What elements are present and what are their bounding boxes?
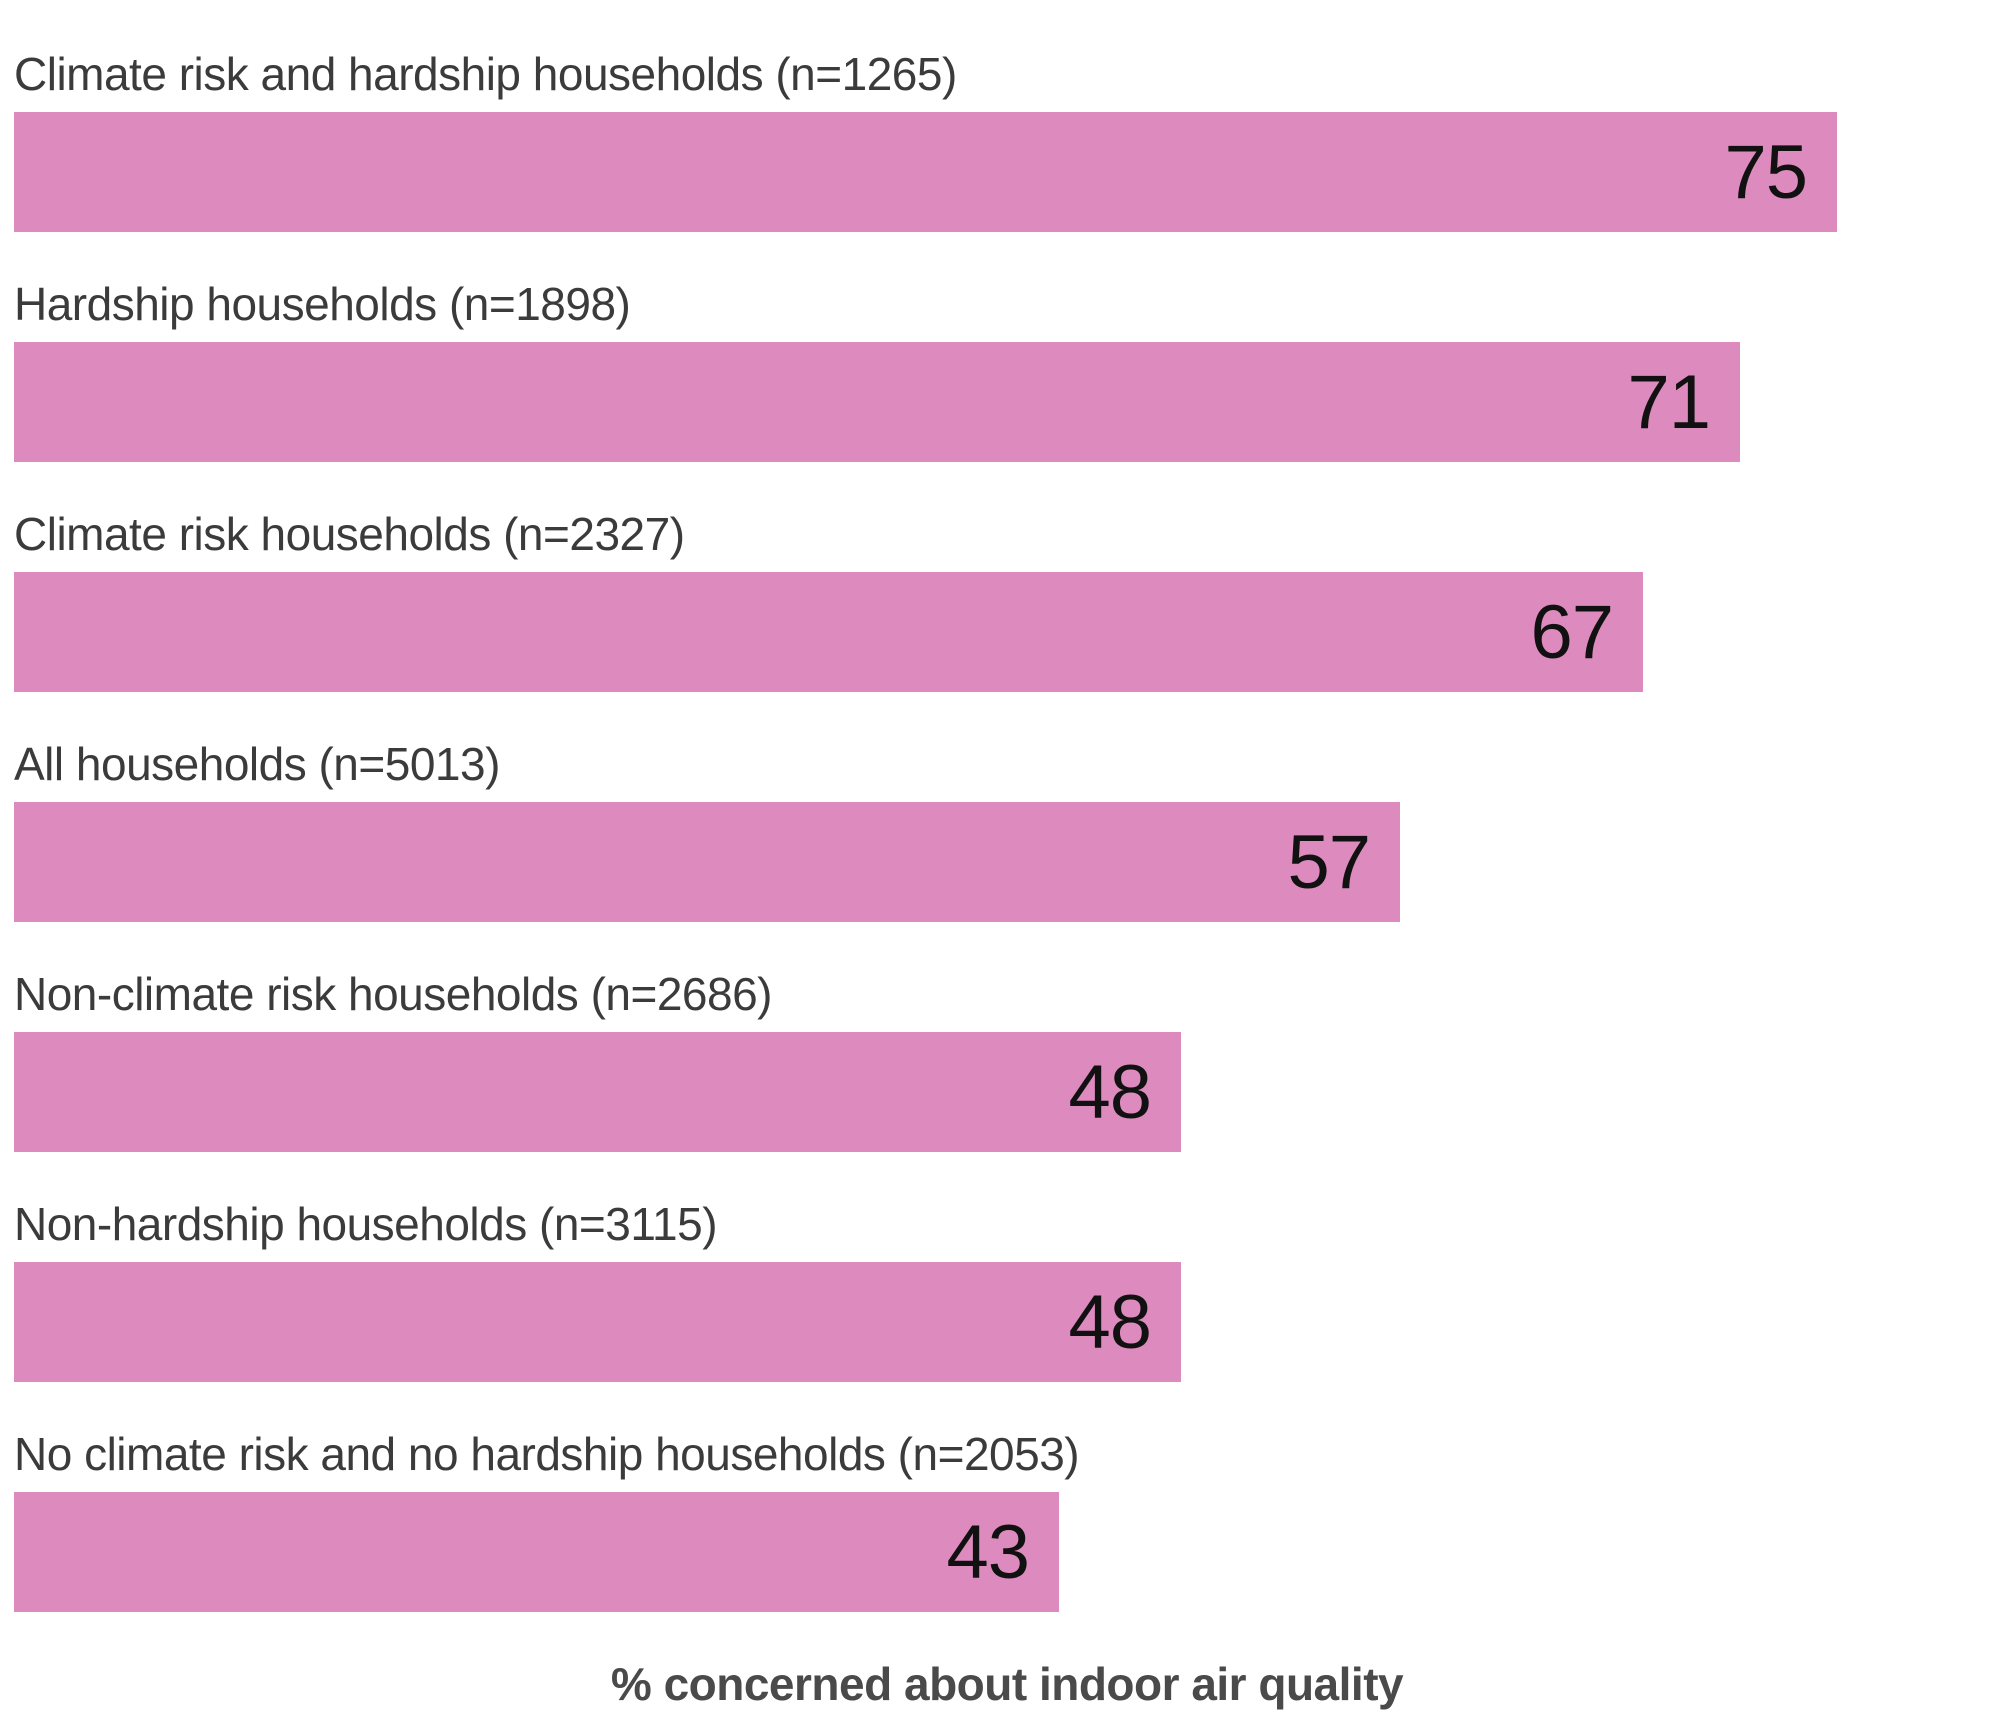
bar: 43 xyxy=(14,1492,1059,1612)
value-label: 43 xyxy=(946,1509,1030,1595)
bar-rows: Climate risk and hardship households (n=… xyxy=(14,46,2000,1612)
bar: 67 xyxy=(14,572,1643,692)
value-label: 67 xyxy=(1530,589,1614,675)
value-label: 48 xyxy=(1068,1279,1152,1365)
bar-row: Climate risk and hardship households (n=… xyxy=(14,46,2000,232)
bar-row: All households (n=5013) 57 xyxy=(14,736,2000,922)
value-label: 75 xyxy=(1724,129,1808,215)
value-label: 48 xyxy=(1068,1049,1152,1135)
bar-row: No climate risk and no hardship househol… xyxy=(14,1426,2000,1612)
bar: 75 xyxy=(14,112,1837,232)
category-label: Climate risk and hardship households (n=… xyxy=(14,48,957,100)
category-label: All households (n=5013) xyxy=(14,738,500,790)
category-label: Climate risk households (n=2327) xyxy=(14,508,685,560)
x-axis-label: % concerned about indoor air quality xyxy=(610,1658,1404,1710)
category-label: Non-hardship households (n=3115) xyxy=(14,1198,718,1250)
value-label: 57 xyxy=(1287,819,1371,905)
bar: 48 xyxy=(14,1032,1181,1152)
bar-row: Climate risk households (n=2327) 67 xyxy=(14,506,2000,692)
bar: 48 xyxy=(14,1262,1181,1382)
bar-row: Hardship households (n=1898) 71 xyxy=(14,276,2000,462)
bar-row: Non-climate risk households (n=2686) 48 xyxy=(14,966,2000,1152)
category-label: Non-climate risk households (n=2686) xyxy=(14,968,773,1020)
bar: 71 xyxy=(14,342,1740,462)
bar: 57 xyxy=(14,802,1400,922)
bar-row: Non-hardship households (n=3115) 48 xyxy=(14,1196,2000,1382)
value-label: 71 xyxy=(1627,359,1711,445)
category-label: No climate risk and no hardship househol… xyxy=(14,1428,1080,1480)
category-label: Hardship households (n=1898) xyxy=(14,278,631,330)
